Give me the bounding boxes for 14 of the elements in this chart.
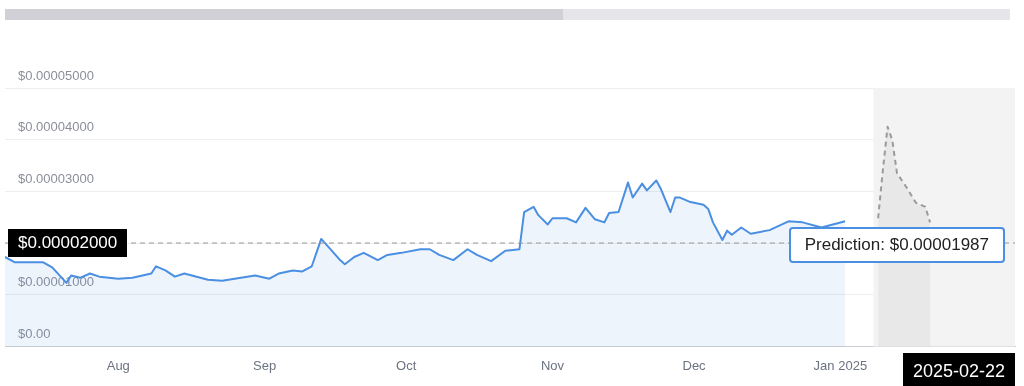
x-tick-label: Nov: [540, 357, 565, 373]
x-tick-label: Oct: [396, 357, 417, 373]
y-tick-label: $0.00005000: [18, 67, 94, 83]
x-tick-label: Dec: [682, 357, 707, 373]
annotation: Prediction: $0.00001987: [788, 227, 1005, 264]
y-tick-label: $0.00004000: [18, 119, 94, 135]
ref-line-label: $0.00002000: [8, 229, 128, 258]
y-tick-label: $0.00003000: [18, 170, 94, 186]
x-tick-label: Jan 2025: [813, 357, 868, 373]
x-tick-label: Sep: [253, 357, 277, 373]
y-tick-label: $0.00: [18, 325, 51, 341]
text: 2025-02-22: [902, 353, 1015, 386]
y-tick-label: $0.00001000: [18, 274, 94, 290]
x-tick-label: Aug: [106, 357, 130, 373]
